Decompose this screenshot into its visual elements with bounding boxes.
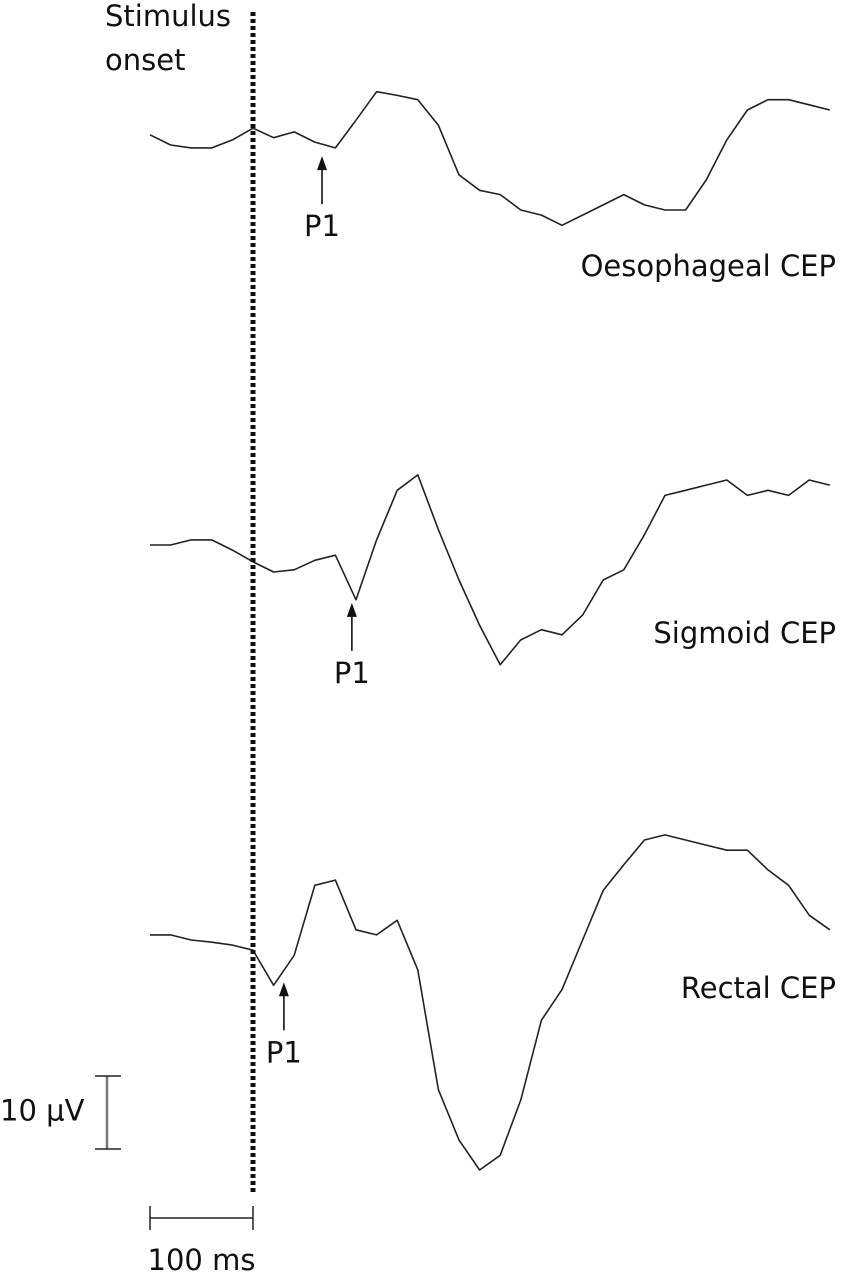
- arrow-head: [317, 156, 328, 171]
- trace: [149, 90, 830, 227]
- stimulus-label: Stimulus: [105, 0, 231, 33]
- annotation-label: P1: [304, 209, 340, 243]
- trace-label: Sigmoid CEP: [653, 616, 836, 650]
- arrow-head: [346, 602, 357, 617]
- annotation-label: P1: [334, 656, 370, 690]
- trace: [150, 474, 830, 666]
- arrow-head: [278, 982, 289, 997]
- trace-label: Oesophageal CEP: [581, 249, 836, 283]
- trace-label: Rectal CEP: [681, 971, 836, 1005]
- stimulus-label: onset: [105, 43, 185, 77]
- scale-label-y: 10 μV: [0, 1094, 85, 1128]
- trace: [150, 834, 831, 1171]
- scale-label-x: 100 ms: [148, 1243, 256, 1277]
- annotation-label: P1: [266, 1035, 302, 1069]
